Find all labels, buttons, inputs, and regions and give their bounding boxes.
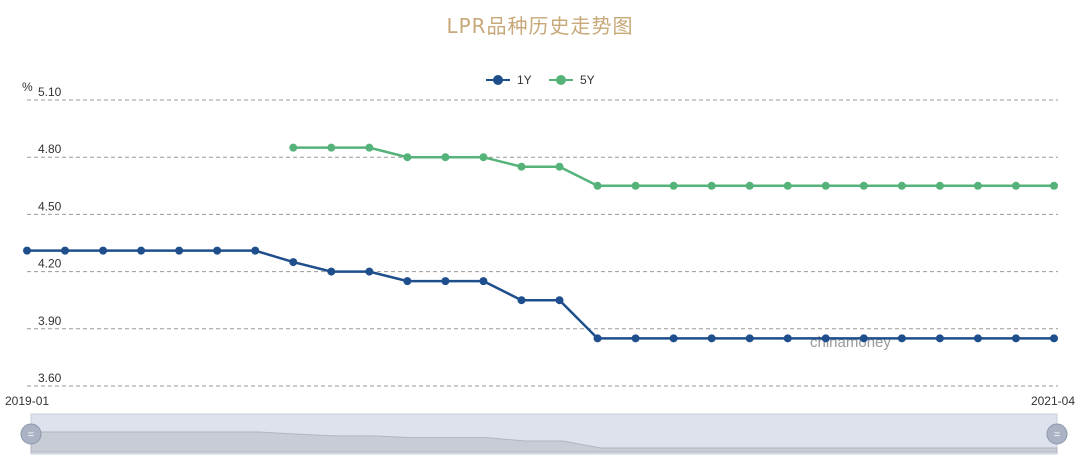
data-point-5y[interactable] [365, 143, 374, 152]
data-point-1y[interactable] [783, 334, 792, 343]
data-point-1y[interactable] [175, 246, 184, 255]
data-point-5y[interactable] [441, 153, 450, 162]
data-point-5y[interactable] [935, 181, 944, 190]
data-point-5y[interactable] [669, 181, 678, 190]
slider-end-icon: = [1054, 429, 1060, 441]
chart-title: LPR品种历史走势图 [446, 14, 634, 38]
slider-end-handle[interactable]: = [1046, 423, 1068, 445]
series-5y [289, 143, 1058, 190]
data-point-5y[interactable] [327, 143, 336, 152]
series-1y [23, 246, 1058, 343]
y-tick-label: 3.60 [38, 371, 62, 385]
data-point-1y[interactable] [213, 246, 222, 255]
data-point-1y[interactable] [1050, 334, 1058, 343]
slider-end-knob[interactable] [1046, 423, 1068, 445]
data-point-1y[interactable] [517, 296, 526, 305]
y-tick-label: 3.90 [38, 314, 62, 328]
y-axis-unit: % [22, 80, 33, 94]
y-tick-label: 4.50 [38, 199, 62, 213]
data-point-5y[interactable] [479, 153, 488, 162]
data-point-1y[interactable] [479, 277, 488, 286]
data-point-1y[interactable] [403, 277, 412, 286]
data-point-1y[interactable] [365, 267, 374, 276]
y-axis-ticks: 3.60 3.90 4.20 4.50 4.80 5.10 [38, 85, 62, 385]
data-point-1y[interactable] [23, 246, 31, 255]
data-point-5y[interactable] [517, 162, 526, 171]
legend-label-1y: 1Y [517, 73, 532, 87]
data-point-1y[interactable] [441, 277, 450, 286]
data-zoom-slider[interactable]: = = [20, 413, 1068, 455]
data-point-1y[interactable] [973, 334, 982, 343]
slider-preview-line [30, 431, 1058, 453]
data-point-5y[interactable] [745, 181, 754, 190]
legend-label-5y: 5Y [580, 73, 595, 87]
data-point-5y[interactable] [1050, 181, 1058, 190]
data-point-5y[interactable] [555, 162, 564, 171]
data-point-1y[interactable] [745, 334, 754, 343]
data-point-1y[interactable] [251, 246, 260, 255]
slider-start-handle[interactable]: = [20, 423, 42, 445]
legend-marker-5y [556, 75, 566, 85]
data-point-5y[interactable] [289, 143, 298, 152]
data-point-1y[interactable] [707, 334, 716, 343]
x-tick-end: 2021-04 [1031, 394, 1075, 408]
data-point-5y[interactable] [707, 181, 716, 190]
data-point-5y[interactable] [783, 181, 792, 190]
data-point-1y[interactable] [631, 334, 640, 343]
data-point-1y[interactable] [137, 246, 146, 255]
legend-item-5y[interactable]: 5Y [549, 73, 595, 87]
data-point-5y[interactable] [859, 181, 868, 190]
series-group [23, 143, 1058, 343]
data-point-5y[interactable] [631, 181, 640, 190]
y-tick-label: 5.10 [38, 85, 62, 99]
data-point-1y[interactable] [99, 246, 108, 255]
data-point-5y[interactable] [403, 153, 412, 162]
data-point-5y[interactable] [593, 181, 602, 190]
legend-marker-1y [493, 75, 503, 85]
y-tick-label: 4.80 [38, 142, 62, 156]
slider-start-knob[interactable] [20, 423, 42, 445]
series-line-1y [27, 249, 1054, 340]
legend-item-1y[interactable]: 1Y [486, 73, 532, 87]
data-point-1y[interactable] [859, 334, 868, 343]
grid [27, 99, 1058, 387]
data-point-5y[interactable] [897, 181, 906, 190]
data-point-5y[interactable] [973, 181, 982, 190]
data-point-5y[interactable] [1011, 181, 1020, 190]
data-point-1y[interactable] [593, 334, 602, 343]
data-point-1y[interactable] [61, 246, 70, 255]
data-point-1y[interactable] [327, 267, 336, 276]
legend[interactable]: 1Y 5Y [486, 73, 595, 87]
data-point-1y[interactable] [555, 296, 564, 305]
data-point-1y[interactable] [289, 258, 298, 267]
data-point-1y[interactable] [1011, 334, 1020, 343]
data-point-1y[interactable] [821, 334, 830, 343]
data-point-1y[interactable] [935, 334, 944, 343]
slider-start-icon: = [28, 429, 34, 441]
data-point-1y[interactable] [669, 334, 678, 343]
x-tick-start: 2019-01 [5, 394, 49, 408]
data-point-5y[interactable] [821, 181, 830, 190]
y-tick-label: 4.20 [38, 257, 62, 271]
data-point-1y[interactable] [897, 334, 906, 343]
